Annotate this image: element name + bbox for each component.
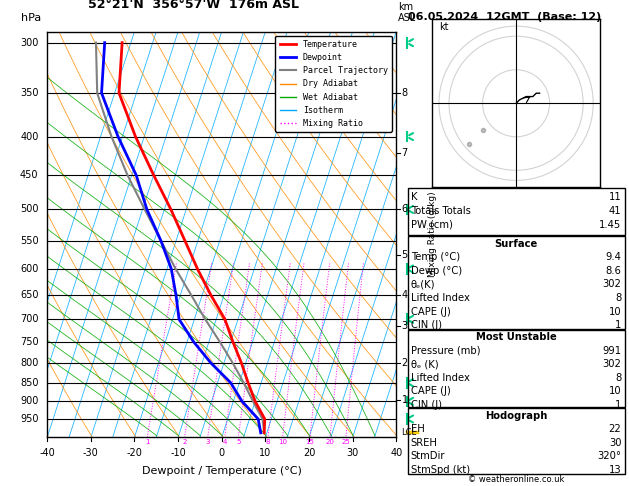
Text: Lifted Index: Lifted Index <box>411 373 470 383</box>
Text: 4: 4 <box>401 290 408 300</box>
Text: 10: 10 <box>259 448 272 457</box>
Text: CAPE (J): CAPE (J) <box>411 386 450 397</box>
Text: θₑ(K): θₑ(K) <box>411 279 435 290</box>
Text: Dewpoint / Temperature (°C): Dewpoint / Temperature (°C) <box>142 466 302 476</box>
Text: 15: 15 <box>306 439 314 446</box>
Text: 52°21'N  356°57'W  176m ASL: 52°21'N 356°57'W 176m ASL <box>88 0 299 11</box>
Text: © weatheronline.co.uk: © weatheronline.co.uk <box>468 474 564 484</box>
Text: 30: 30 <box>609 438 621 448</box>
Text: 1: 1 <box>615 320 621 330</box>
Text: 302: 302 <box>603 359 621 369</box>
Text: Dewp (°C): Dewp (°C) <box>411 266 462 276</box>
Text: 8: 8 <box>615 293 621 303</box>
Text: Lifted Index: Lifted Index <box>411 293 470 303</box>
Text: -40: -40 <box>39 448 55 457</box>
Text: Most Unstable: Most Unstable <box>476 332 557 342</box>
Text: SREH: SREH <box>411 438 438 448</box>
Text: 0: 0 <box>219 448 225 457</box>
Text: 300: 300 <box>20 37 38 48</box>
Text: K: K <box>411 192 417 203</box>
Text: 1: 1 <box>401 395 408 404</box>
Text: 850: 850 <box>20 378 38 388</box>
Text: 11: 11 <box>609 192 621 203</box>
Text: StmSpd (kt): StmSpd (kt) <box>411 465 470 475</box>
Text: 9.4: 9.4 <box>606 252 621 262</box>
Text: 5: 5 <box>236 439 240 446</box>
Text: 25: 25 <box>342 439 350 446</box>
Text: 2: 2 <box>401 358 408 368</box>
Text: Mixing Ratio (g/kg): Mixing Ratio (g/kg) <box>428 191 437 278</box>
Text: 7: 7 <box>401 148 408 157</box>
Text: 4: 4 <box>223 439 227 446</box>
Text: 06.05.2024  12GMT  (Base: 12): 06.05.2024 12GMT (Base: 12) <box>408 12 601 22</box>
Text: 5: 5 <box>401 250 408 260</box>
Text: CIN (J): CIN (J) <box>411 320 442 330</box>
Text: 700: 700 <box>20 314 38 324</box>
Legend: Temperature, Dewpoint, Parcel Trajectory, Dry Adiabat, Wet Adiabat, Isotherm, Mi: Temperature, Dewpoint, Parcel Trajectory… <box>276 36 392 132</box>
Text: 950: 950 <box>20 414 38 424</box>
Text: Temp (°C): Temp (°C) <box>411 252 460 262</box>
Text: Pressure (mb): Pressure (mb) <box>411 346 480 356</box>
Text: LCL: LCL <box>401 428 416 437</box>
Text: 41: 41 <box>609 206 621 216</box>
Text: 1: 1 <box>145 439 150 446</box>
Text: 2: 2 <box>182 439 187 446</box>
Text: -20: -20 <box>126 448 142 457</box>
Text: 13: 13 <box>609 465 621 475</box>
Text: 10: 10 <box>609 307 621 317</box>
Text: 320°: 320° <box>598 451 621 462</box>
Text: hPa: hPa <box>21 14 42 23</box>
Text: 1: 1 <box>615 400 621 410</box>
Text: 900: 900 <box>20 397 38 406</box>
Text: km
ASL: km ASL <box>398 2 416 23</box>
Text: Totals Totals: Totals Totals <box>411 206 470 216</box>
Text: Surface: Surface <box>494 239 538 249</box>
Text: StmDir: StmDir <box>411 451 445 462</box>
Text: CAPE (J): CAPE (J) <box>411 307 450 317</box>
Text: 3: 3 <box>401 321 408 331</box>
Text: 8: 8 <box>265 439 270 446</box>
Text: 991: 991 <box>603 346 621 356</box>
Text: θₑ (K): θₑ (K) <box>411 359 438 369</box>
Text: PW (cm): PW (cm) <box>411 220 453 230</box>
Text: 650: 650 <box>20 290 38 300</box>
Text: 20: 20 <box>326 439 335 446</box>
Text: 400: 400 <box>20 132 38 141</box>
Text: 800: 800 <box>20 358 38 368</box>
Text: 8.6: 8.6 <box>606 266 621 276</box>
Text: 600: 600 <box>20 264 38 274</box>
Text: 500: 500 <box>20 205 38 214</box>
Text: 10: 10 <box>609 386 621 397</box>
Text: 550: 550 <box>20 236 38 245</box>
Text: Hodograph: Hodograph <box>485 411 547 421</box>
Text: 450: 450 <box>20 170 38 180</box>
Text: 8: 8 <box>401 88 408 98</box>
Text: kt: kt <box>439 21 448 32</box>
Text: 30: 30 <box>347 448 359 457</box>
Text: 3: 3 <box>206 439 210 446</box>
Text: 22: 22 <box>609 424 621 434</box>
Text: -30: -30 <box>83 448 99 457</box>
Text: CIN (J): CIN (J) <box>411 400 442 410</box>
Text: 1.45: 1.45 <box>599 220 621 230</box>
Text: 40: 40 <box>390 448 403 457</box>
Text: 350: 350 <box>20 88 38 98</box>
Text: 20: 20 <box>303 448 315 457</box>
Text: 750: 750 <box>20 337 38 347</box>
Text: EH: EH <box>411 424 425 434</box>
Text: 10: 10 <box>278 439 287 446</box>
Text: 6: 6 <box>401 205 408 214</box>
Text: -10: -10 <box>170 448 186 457</box>
Text: 8: 8 <box>615 373 621 383</box>
Text: 302: 302 <box>603 279 621 290</box>
